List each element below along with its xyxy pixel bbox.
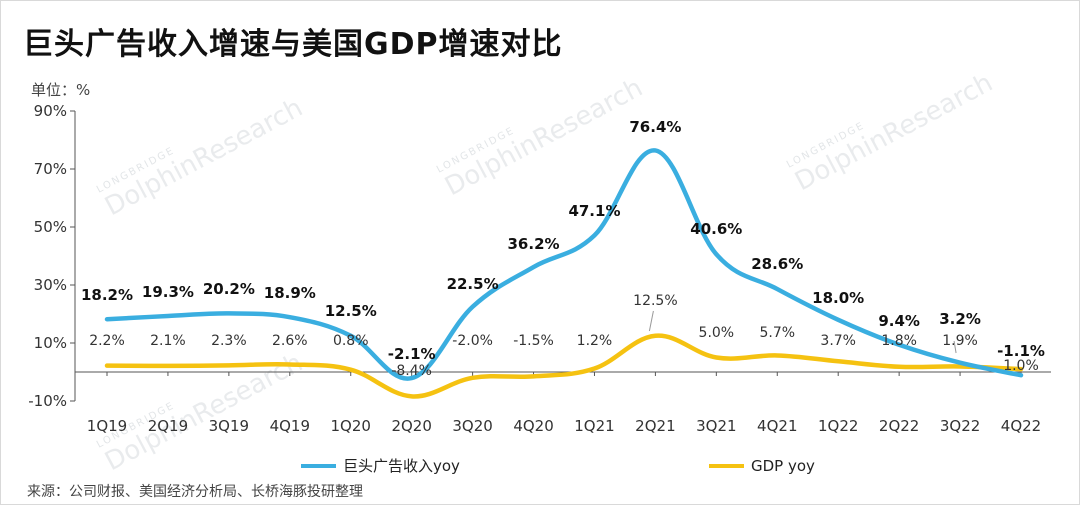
gdp-data-label: -1.5%	[513, 333, 554, 349]
ad-data-label: -2.1%	[388, 345, 436, 363]
gdp-data-label: 1.9%	[942, 333, 978, 349]
gdp-data-label: 3.7%	[820, 333, 856, 349]
gdp-data-label: -8.4%	[391, 363, 432, 379]
watermark-brand: DolphinResearch	[100, 93, 308, 222]
x-tick-label: 2Q19	[148, 417, 188, 435]
gdp-leader-line	[953, 340, 957, 354]
ad-data-label: 40.6%	[690, 220, 742, 238]
gdp-leader-line	[648, 310, 654, 332]
ad-data-label: 3.2%	[939, 310, 981, 328]
unit-label: 单位：%	[31, 81, 91, 99]
ad-data-label: -1.1%	[997, 342, 1045, 360]
y-tick-label: -10%	[28, 392, 67, 410]
ad-data-label: 20.2%	[203, 280, 255, 298]
ad-data-label: 9.4%	[878, 312, 920, 330]
source-note: 来源：公司财报、美国经济分析局、长桥海豚投研整理	[27, 484, 363, 500]
chart-title: 巨头广告收入增速与美国GDP增速对比	[23, 27, 563, 62]
ad-data-label: 47.1%	[568, 202, 620, 220]
x-tick-label: 1Q20	[331, 417, 371, 435]
gdp-data-label: 2.2%	[89, 333, 125, 349]
gdp-data-label: 2.1%	[150, 333, 186, 349]
x-tick-label: 4Q20	[513, 417, 553, 435]
ad-data-label: 36.2%	[508, 235, 560, 253]
legend-label-ad: 巨头广告收入yoy	[343, 457, 460, 475]
gdp-data-label: -2.0%	[452, 333, 493, 349]
y-tick-label: 10%	[34, 334, 67, 352]
x-tick-label: 4Q21	[757, 417, 797, 435]
ad-data-label: 18.2%	[81, 286, 133, 304]
ad-data-label: 12.5%	[325, 302, 377, 320]
legend-label-gdp: GDP yoy	[751, 457, 815, 475]
ad-data-label: 18.9%	[264, 284, 316, 302]
gdp-data-label: 1.0%	[1003, 358, 1039, 374]
gdp-data-label: 12.5%	[633, 293, 677, 309]
gdp-data-label: 2.3%	[211, 333, 247, 349]
x-tick-label: 1Q19	[87, 417, 127, 435]
x-tick-label: 4Q22	[1001, 417, 1041, 435]
series-line-gdp-yoy	[104, 333, 1024, 399]
x-tick-label: 2Q20	[391, 417, 431, 435]
x-tick-label: 3Q21	[696, 417, 736, 435]
x-tick-label: 3Q22	[940, 417, 980, 435]
x-tick-label: 3Q19	[209, 417, 249, 435]
y-tick-label: 30%	[34, 276, 67, 294]
y-tick-label: 90%	[34, 102, 67, 120]
x-tick-label: 1Q22	[818, 417, 858, 435]
ad-data-label: 18.0%	[812, 289, 864, 307]
x-tick-label: 3Q20	[452, 417, 492, 435]
gdp-data-label: 5.7%	[759, 325, 795, 341]
ad-data-label: 22.5%	[447, 275, 499, 293]
ad-data-label: 76.4%	[629, 118, 681, 136]
x-tick-label: 2Q22	[879, 417, 919, 435]
gdp-data-label: 1.8%	[881, 333, 917, 349]
series-line-ad-revenue-yoy	[104, 148, 1024, 381]
gdp-data-label: 5.0%	[699, 325, 735, 341]
x-tick-label: 1Q21	[574, 417, 614, 435]
ad-data-label: 28.6%	[751, 255, 803, 273]
gdp-data-label: 2.6%	[272, 333, 308, 349]
gdp-data-label: 1.2%	[577, 333, 613, 349]
watermark-brand: DolphinResearch	[790, 68, 998, 197]
y-tick-label: 70%	[34, 160, 67, 178]
y-tick-label: 50%	[34, 218, 67, 236]
x-tick-label: 2Q21	[635, 417, 675, 435]
gdp-data-label: 0.8%	[333, 333, 369, 349]
ad-data-label: 19.3%	[142, 283, 194, 301]
watermark-brand: DolphinResearch	[440, 73, 648, 202]
x-tick-label: 4Q19	[270, 417, 310, 435]
